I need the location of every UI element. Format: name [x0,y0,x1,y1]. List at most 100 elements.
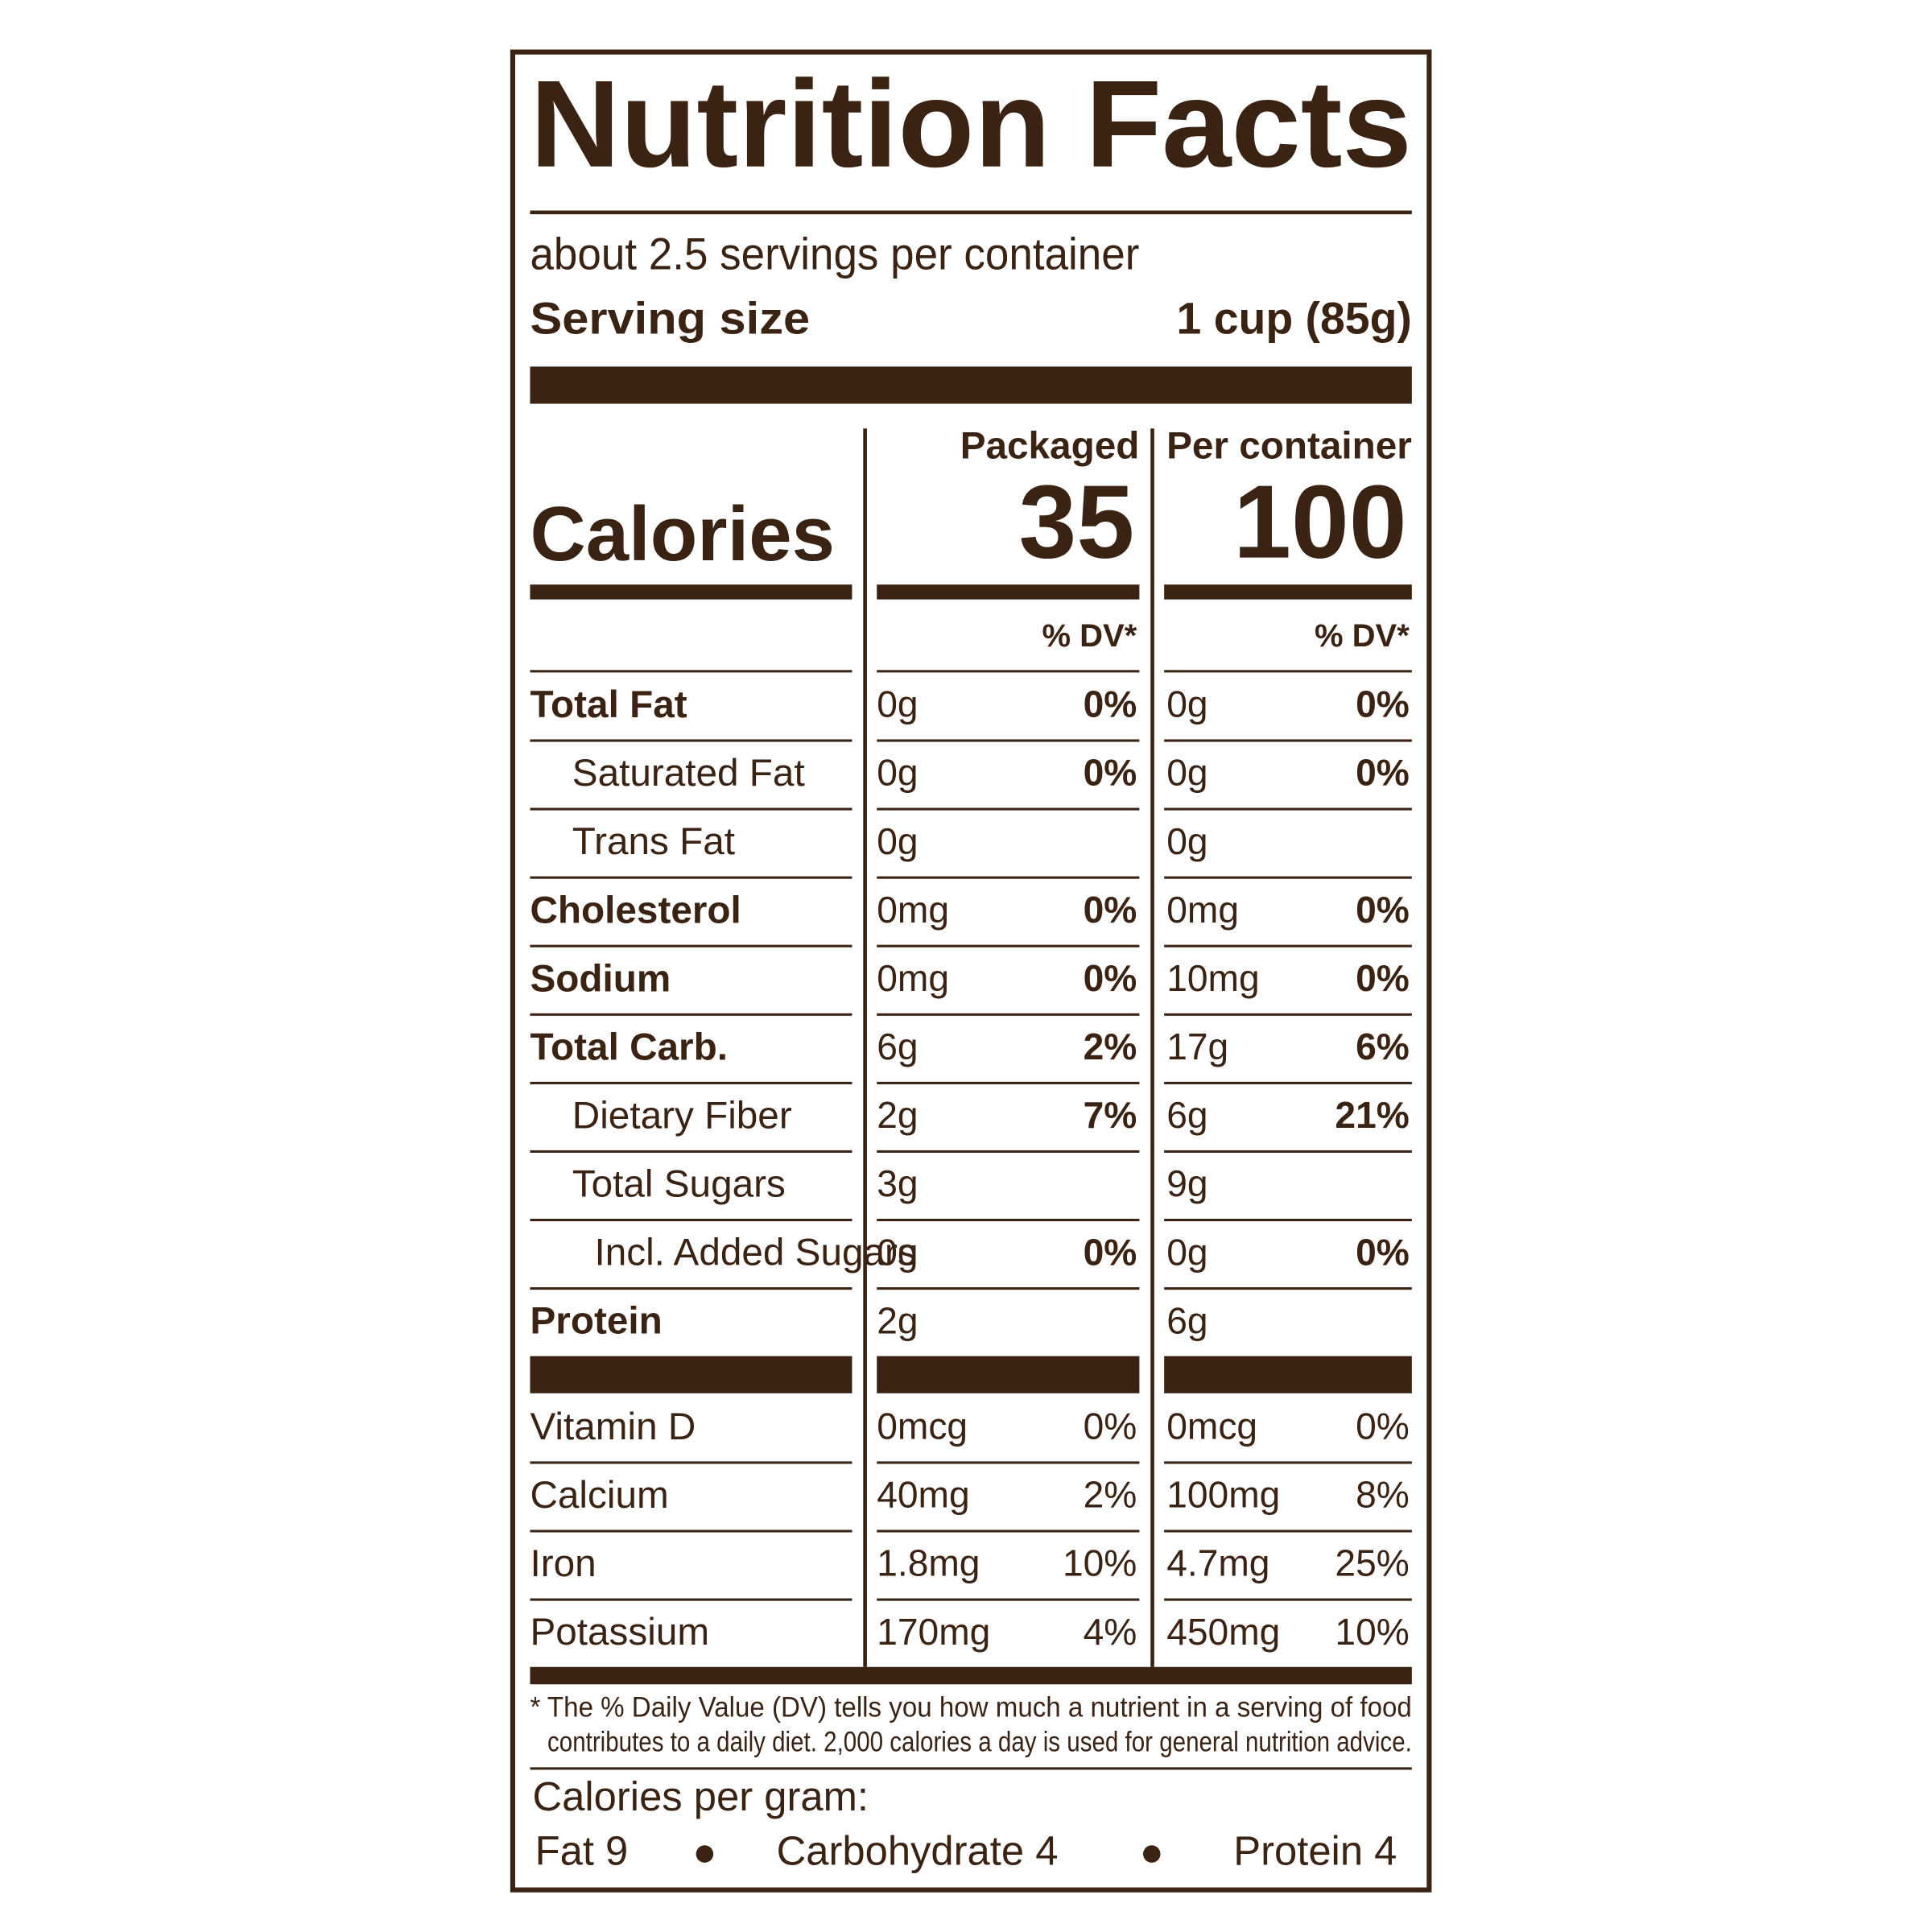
rule [877,739,1140,742]
amount: 0g [877,820,918,862]
bar [877,1356,1140,1393]
nutrient-name: Iron [530,1542,596,1585]
daily-value: 0% [1356,1231,1410,1273]
rule [1164,1287,1412,1290]
rule [877,670,1140,673]
dv-heading: % DV* [1315,618,1410,654]
rule [877,1287,1140,1290]
title: Nutrition Facts [530,55,1411,193]
daily-value: 21% [1335,1094,1409,1136]
rule [530,1598,852,1601]
rule [530,739,852,742]
calories-value: 35 [1018,464,1134,580]
daily-value: 0% [1356,889,1410,931]
daily-value: 7% [1084,1094,1137,1136]
daily-value: 0% [1084,957,1137,999]
daily-value: 0% [1356,683,1410,725]
rule [1164,1598,1412,1601]
rule [530,1767,1412,1770]
amount: 0g [877,683,918,725]
rule [530,1530,852,1533]
bullet [1143,1845,1161,1863]
rule [1164,876,1412,879]
rule [530,1461,852,1464]
nutrient-name: Potassium [530,1611,709,1653]
amount: 0mcg [1166,1406,1257,1447]
amount: 0g [877,752,918,794]
nutrient-name: Total Fat [530,683,687,726]
nutrient-name: Dietary Fiber [572,1095,792,1137]
amount: 450mg [1166,1611,1280,1653]
column-divider [1150,428,1154,1667]
daily-value: 4% [1084,1611,1137,1653]
column-heading: Packaged [960,425,1140,468]
daily-value: 0% [1356,752,1410,794]
amount: 0g [1166,1231,1208,1273]
rule [877,807,1140,811]
daily-value: 10% [1335,1611,1409,1653]
amount: 100mg [1166,1474,1280,1516]
rule [530,1150,852,1153]
rule [530,876,852,879]
rule [877,1461,1140,1464]
daily-value: 6% [1356,1026,1410,1067]
dv-heading: % DV* [1042,618,1137,654]
rule [530,1287,852,1290]
rule [1164,1013,1412,1016]
amount: 0mg [1166,889,1239,931]
amount: 0g [877,1231,918,1273]
rule [530,1081,852,1084]
rule [877,1013,1140,1016]
rule [530,210,1412,215]
amount: 6g [1166,1094,1208,1136]
bar [1164,584,1412,600]
amount: 170mg [877,1611,990,1653]
amount: 1.8mg [877,1542,980,1584]
serving-size-value: 1 cup (85g) [1177,294,1412,344]
nutrient-name: Cholesterol [530,889,741,931]
rule [1164,1081,1412,1084]
rule [530,670,852,673]
calories-per-gram-item: Fat 9 [535,1827,629,1873]
rule [877,1530,1140,1533]
calories-label: Calories [530,492,834,577]
amount: 40mg [877,1474,969,1516]
column-heading: Per container [1166,425,1412,468]
bullet [696,1845,714,1863]
rule [877,1081,1140,1084]
rule [1164,739,1412,742]
rule [1164,1530,1412,1533]
amount: 9g [1166,1162,1208,1204]
daily-value: 0% [1356,1406,1410,1447]
amount: 0mcg [877,1406,968,1447]
amount: 0g [1166,683,1208,725]
rule [530,807,852,811]
nutrient-name: Sodium [530,957,671,1000]
label-border [510,49,1432,1893]
nutrient-name: Trans Fat [572,820,735,863]
rule [877,944,1140,947]
daily-value: 2% [1084,1026,1137,1067]
rule [1164,1150,1412,1153]
amount: 0mg [877,889,949,931]
amount: 4.7mg [1166,1542,1269,1584]
daily-value: 0% [1084,889,1137,931]
daily-value: 0% [1084,1406,1137,1447]
amount: 0mg [877,957,949,999]
amount: 2g [877,1094,918,1136]
rule [1164,670,1412,673]
nutrient-name: Total Sugars [572,1163,786,1206]
column-divider [863,428,867,1667]
daily-value: 2% [1084,1474,1137,1516]
rule [530,944,852,947]
calories-per-gram-label: Calories per gram: [533,1773,869,1819]
daily-value: 10% [1063,1542,1137,1584]
bar [530,1356,852,1393]
thick-bar [530,366,1412,404]
nutrient-name: Protein [530,1300,662,1343]
rule [1164,807,1412,811]
daily-value: 0% [1084,752,1137,794]
amount: 3g [877,1162,918,1204]
rule [1164,944,1412,947]
